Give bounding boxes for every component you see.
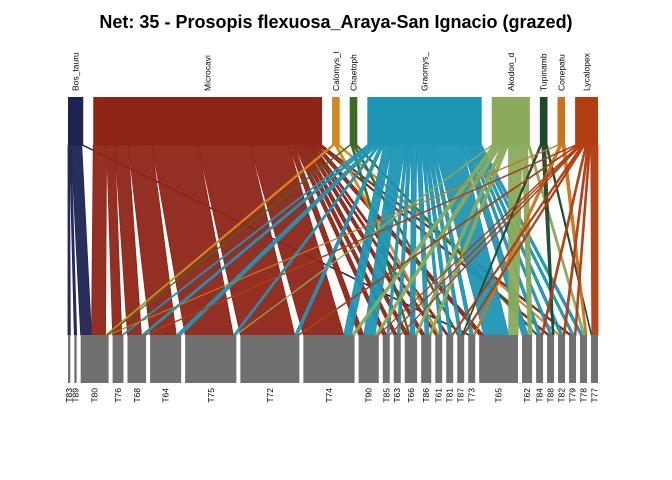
lower-label-T68: T68 (132, 388, 142, 403)
lower-bar-T87 (457, 335, 465, 383)
upper-bar-Tupinamb (539, 97, 548, 145)
upper-level-labels: Bos_tauru Microcavi Calomys_l Chaetoph Graom… (71, 51, 592, 91)
link-Graomys_-T66 (409, 144, 418, 336)
lower-level-bars (68, 335, 598, 383)
lower-bar-T85 (382, 335, 390, 383)
upper-level-bars (68, 97, 598, 145)
lower-label-T89: T89 (70, 388, 80, 403)
interaction-links (67, 144, 599, 336)
lower-label-T77: T77 (590, 388, 600, 403)
lower-label-T76: T76 (113, 388, 123, 403)
lower-bar-T82 (558, 335, 566, 383)
lower-label-T74: T74 (324, 388, 334, 403)
lower-label-T83: T83 (64, 388, 74, 403)
upper-label-Tupinamb: Tupinamb (539, 53, 549, 91)
lower-bar-T68 (127, 335, 147, 383)
lower-label-T81: T81 (445, 388, 455, 403)
lower-bar-T89 (74, 335, 77, 383)
upper-label-Chaetoph: Chaetoph (349, 54, 359, 91)
upper-label-Lycalopex: Lycalopex (582, 52, 592, 91)
link-Lycalopex-T77 (590, 144, 599, 336)
upper-label-Graomys_: Graomys_ (420, 52, 430, 91)
lower-bar-T80 (80, 335, 109, 383)
lower-bar-T62 (521, 335, 533, 383)
chart-title: Net: 35 - Prosopis flexuosa_Araya-San Ig… (99, 12, 572, 32)
lower-label-T82: T82 (557, 388, 567, 403)
lower-bar-T72 (240, 335, 300, 383)
lower-bar-T88 (547, 335, 555, 383)
upper-bar-Graomys_ (367, 97, 482, 145)
lower-label-T79: T79 (568, 388, 578, 403)
lower-bar-T84 (536, 335, 544, 383)
lower-label-T88: T88 (546, 388, 556, 403)
lower-bar-T61 (435, 335, 443, 383)
lower-bar-T78 (580, 335, 588, 383)
lower-label-T61: T61 (434, 388, 444, 403)
lower-bar-T66 (404, 335, 418, 383)
lower-label-T62: T62 (522, 388, 532, 403)
lower-label-T73: T73 (467, 388, 477, 403)
lower-bar-T79 (569, 335, 577, 383)
lower-label-T84: T84 (535, 388, 545, 403)
lower-bar-T65 (479, 335, 518, 383)
upper-label-Conepatu: Conepatu (556, 54, 566, 91)
lower-bar-T64 (150, 335, 182, 383)
lower-bar-T73 (468, 335, 476, 383)
lower-label-T90: T90 (364, 388, 374, 403)
lower-bar-T75 (185, 335, 237, 383)
lower-bar-T63 (393, 335, 401, 383)
upper-label-Calomys_l: Calomys_l (331, 51, 341, 91)
lower-label-T78: T78 (579, 388, 589, 403)
upper-label-Microcavi: Microcavi (203, 55, 213, 91)
lower-label-T66: T66 (406, 388, 416, 403)
lower-label-T86: T86 (421, 388, 431, 403)
lower-bar-T74 (303, 335, 355, 383)
lower-bar-T76 (112, 335, 124, 383)
lower-label-T80: T80 (90, 388, 100, 403)
lower-label-T87: T87 (456, 388, 466, 403)
lower-bar-T86 (421, 335, 432, 383)
lower-bar-T90 (358, 335, 379, 383)
lower-bar-T81 (446, 335, 454, 383)
upper-bar-Bos_tauru (68, 97, 84, 145)
lower-bar-T77 (591, 335, 598, 383)
lower-label-T75: T75 (206, 388, 216, 403)
lower-label-T72: T72 (265, 388, 275, 403)
lower-label-T64: T64 (161, 388, 171, 403)
upper-bar-Chaetoph (349, 97, 358, 145)
lower-label-T85: T85 (381, 388, 391, 403)
upper-bar-Akodon_d (491, 97, 530, 145)
lower-label-T63: T63 (392, 388, 402, 403)
link-Microcavi-T80 (91, 144, 108, 336)
upper-label-Akodon_d: Akodon_d (506, 52, 516, 91)
upper-bar-Lycalopex (575, 97, 598, 145)
upper-label-Bos_tauru: Bos_tauru (71, 52, 81, 91)
lower-bar-T83 (68, 335, 71, 383)
upper-bar-Calomys_l (332, 97, 340, 145)
upper-bar-Conepatu (557, 97, 566, 145)
lower-label-T65: T65 (494, 388, 504, 403)
upper-bar-Microcavi (93, 97, 323, 145)
